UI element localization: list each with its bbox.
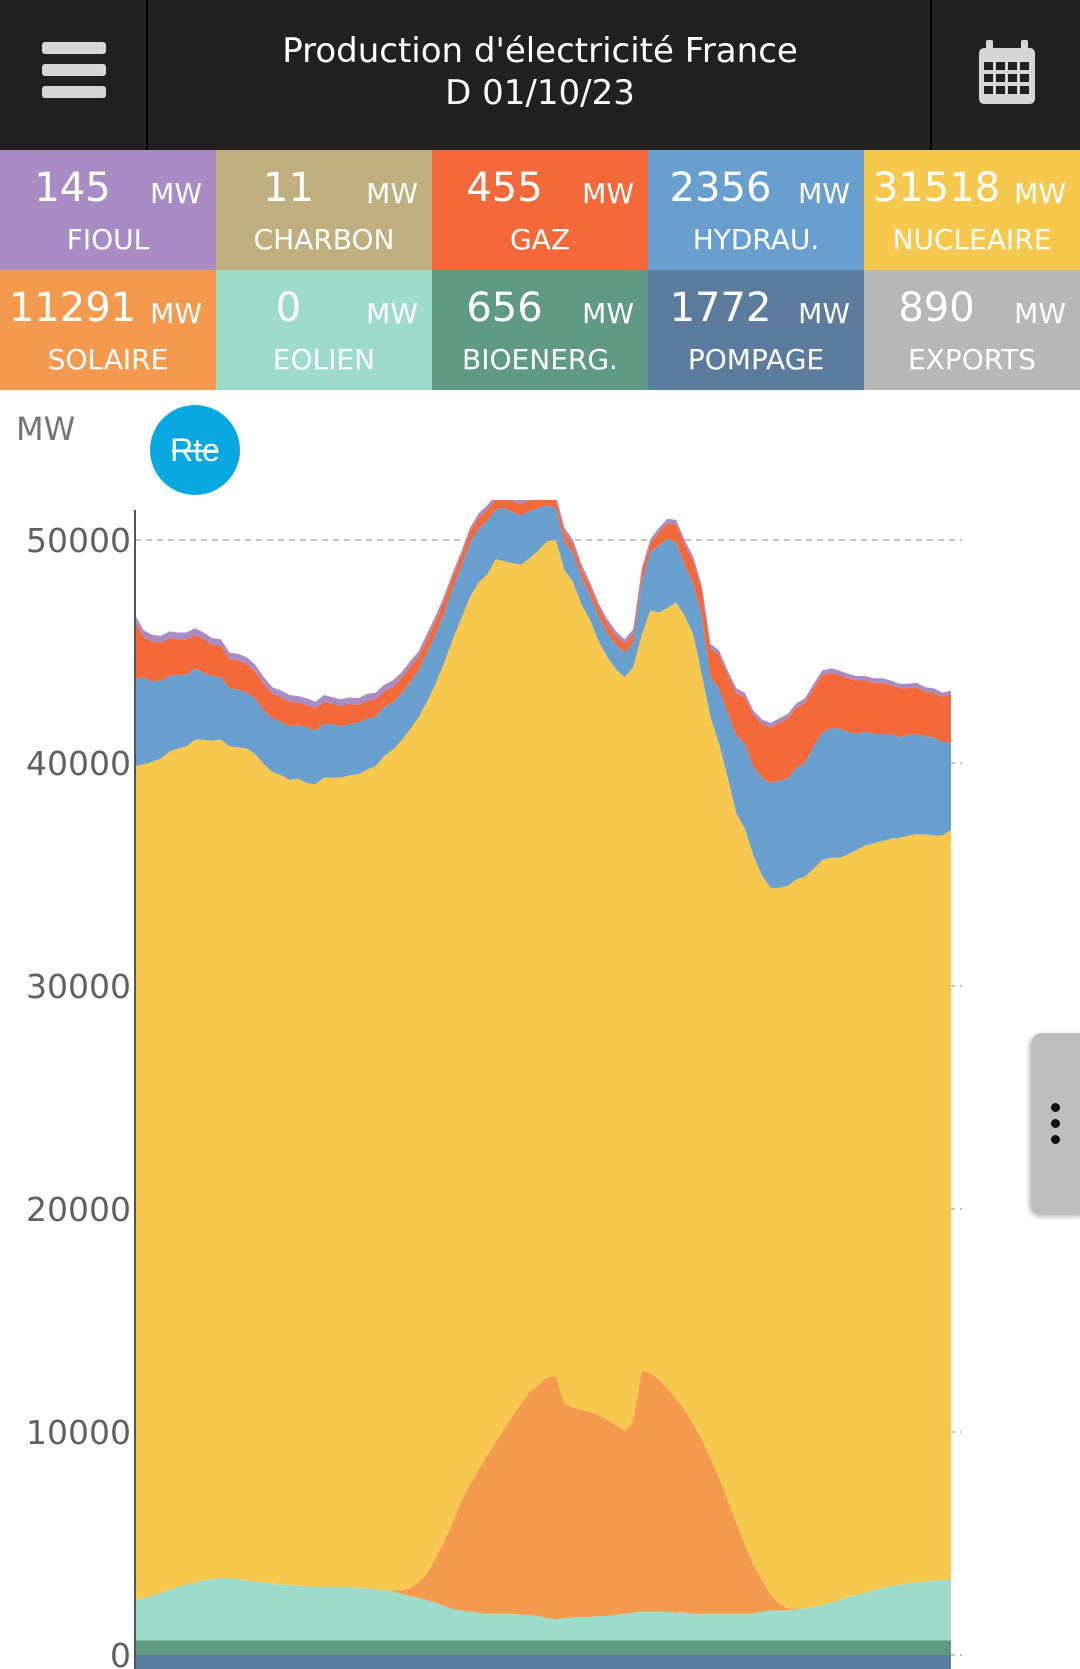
production-tiles: 145 MW FIOUL 11 MW CHARBON 455 MW GAZ 23… xyxy=(0,150,1080,390)
tile-gaz[interactable]: 455 MW GAZ xyxy=(432,150,648,270)
y-tick-label: 20000 xyxy=(26,1190,131,1229)
y-tick-label: 10000 xyxy=(26,1413,131,1452)
area-solaire xyxy=(135,1370,951,1620)
tile-value: 145 xyxy=(34,165,111,211)
production-chart: 0 10000 20000 30000 40000 50000 xyxy=(26,500,962,1669)
page-title: Production d'électricité France D 01/10/… xyxy=(150,30,930,114)
title-line-2: D 01/10/23 xyxy=(445,73,635,113)
tile-label: GAZ xyxy=(509,223,571,256)
tile-unit: MW xyxy=(1014,297,1066,330)
tile-unit: MW xyxy=(798,297,850,330)
tile-unit: MW xyxy=(150,177,202,210)
title-line-1: Production d'électricité France xyxy=(282,31,798,71)
tile-nucleaire[interactable]: 31518 MW NUCLEAIRE xyxy=(864,150,1080,270)
tile-charbon[interactable]: 11 MW CHARBON xyxy=(216,150,432,270)
tile-value: 11 xyxy=(263,165,314,211)
y-tick-label: 30000 xyxy=(26,967,131,1006)
tile-value: 11291 xyxy=(8,285,137,331)
tile-eolien[interactable]: 0 MW EOLIEN xyxy=(216,270,432,390)
tile-value: 2356 xyxy=(669,165,772,211)
menu-button[interactable] xyxy=(0,0,148,150)
tile-label: CHARBON xyxy=(253,223,395,256)
calendar-button[interactable] xyxy=(930,0,1080,150)
tile-pompage[interactable]: 1772 MW POMPAGE xyxy=(648,270,864,390)
tile-label: EXPORTS xyxy=(907,343,1037,376)
tile-label: BIOENERG. xyxy=(462,343,618,376)
tile-value: 455 xyxy=(466,165,543,211)
tile-label: FIOUL xyxy=(66,223,150,256)
tile-hydrau[interactable]: 2356 MW HYDRAU. xyxy=(648,150,864,270)
tile-value: 1772 xyxy=(669,285,772,331)
tile-unit: MW xyxy=(582,297,634,330)
app-header: Production d'électricité France D 01/10/… xyxy=(0,0,1080,150)
tile-unit: MW xyxy=(366,297,418,330)
y-axis-unit: MW xyxy=(16,410,76,448)
tile-unit: MW xyxy=(366,177,418,210)
area-gaz xyxy=(135,500,951,784)
tile-label: POMPAGE xyxy=(687,343,825,376)
tile-value: 656 xyxy=(466,285,543,331)
y-tick-label: 50000 xyxy=(26,521,131,560)
area-eolien xyxy=(135,1578,951,1641)
tile-label: SOLAIRE xyxy=(47,343,169,376)
tile-value: 31518 xyxy=(872,165,1001,211)
rte-logo[interactable]: Rte xyxy=(150,405,240,495)
side-drawer-handle[interactable] xyxy=(1032,1033,1080,1213)
tile-value: 890 xyxy=(898,285,975,331)
tile-unit: MW xyxy=(1014,177,1066,210)
tile-unit: MW xyxy=(582,177,634,210)
tile-label: NUCLEAIRE xyxy=(892,223,1052,256)
tile-unit: MW xyxy=(150,297,202,330)
tile-solaire[interactable]: 11291 MW SOLAIRE xyxy=(0,270,216,390)
tile-exports[interactable]: 890 MW EXPORTS xyxy=(864,270,1080,390)
tile-label: HYDRAU. xyxy=(692,223,820,256)
tile-fioul[interactable]: 145 MW FIOUL xyxy=(0,150,216,270)
area-nucleaire xyxy=(135,540,951,1609)
area-bioenerg xyxy=(135,1640,951,1655)
y-tick-label: 0 xyxy=(110,1636,131,1669)
tile-unit: MW xyxy=(798,177,850,210)
y-tick-label: 40000 xyxy=(26,744,131,783)
tile-label: EOLIEN xyxy=(272,343,376,376)
tile-value: 0 xyxy=(275,285,302,331)
tile-bioenerg[interactable]: 656 MW BIOENERG. xyxy=(432,270,648,390)
area-hydrau xyxy=(135,505,951,888)
calendar-icon xyxy=(979,40,1035,104)
area-pompage xyxy=(135,1655,951,1669)
